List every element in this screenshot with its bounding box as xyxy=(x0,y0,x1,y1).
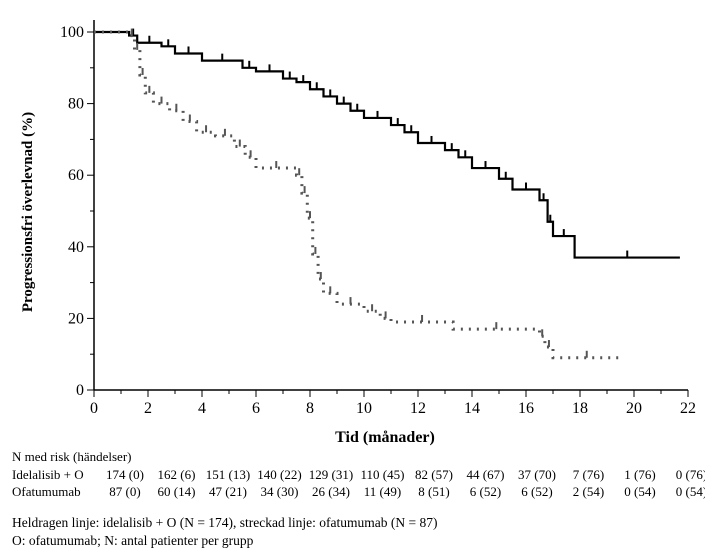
survival-curve-1 xyxy=(94,30,680,259)
x-tick-label: 0 xyxy=(90,400,98,417)
x-tick-label: 22 xyxy=(680,400,696,417)
risk-row-label: Idelalisib + O xyxy=(12,467,84,482)
y-tick-label: 80 xyxy=(68,96,84,113)
risk-cell: 26 (34) xyxy=(312,484,350,499)
y-tick-label: 60 xyxy=(68,167,84,184)
risk-cell: 11 (49) xyxy=(363,484,402,499)
risk-cell: 129 (31) xyxy=(308,467,354,482)
x-tick-label: 10 xyxy=(356,400,372,417)
x-tick-label: 6 xyxy=(252,400,260,417)
risk-cell: 174 (0) xyxy=(106,467,144,482)
y-tick-label: 20 xyxy=(68,310,84,327)
note-line-2: O: ofatumumab; N: antal patienter per gr… xyxy=(12,533,254,548)
survival-curve-2 xyxy=(94,30,621,360)
km-chart: 0 2 4 6 8 10 12 14 16 18 20 22 0 20 40 60 80 100 Progress… xyxy=(20,20,696,446)
x-axis-label: Tid (månader) xyxy=(335,429,435,446)
risk-cell: 37 (70) xyxy=(518,467,556,482)
risk-cell: 6 (52) xyxy=(469,484,502,499)
risk-cell: 151 (13) xyxy=(205,467,251,482)
x-tick-label: 8 xyxy=(306,400,314,417)
y-axis-label: Progressionsfri överlevnad (%) xyxy=(20,112,36,312)
x-tick-label: 14 xyxy=(464,400,480,417)
risk-cell: 6 (52) xyxy=(521,484,553,499)
x-tick-label: 12 xyxy=(410,400,426,417)
x-tick-label: 16 xyxy=(518,400,534,417)
risk-cell: 8 (51) xyxy=(418,484,450,499)
risk-cell: 44 (67) xyxy=(466,467,505,482)
risk-cell: 34 (30) xyxy=(260,484,299,499)
x-tick-label: 20 xyxy=(626,400,642,417)
risk-cell: 87 (0) xyxy=(109,484,141,499)
risk-cell: 60 (14) xyxy=(157,484,196,499)
y-tick-label: 0 xyxy=(76,382,84,399)
x-tick-label: 2 xyxy=(144,400,152,417)
risk-cell: 82 (57) xyxy=(415,467,453,482)
risk-cell: 162 (6) xyxy=(157,467,196,482)
note-line-1: Heldragen linje: idelalisib + O (N = 174… xyxy=(12,515,438,530)
y-tick-label: 40 xyxy=(68,239,84,256)
risk-cell: 0 (54) xyxy=(624,484,656,499)
risk-cell: 0 (54) xyxy=(675,484,705,499)
risk-cell: 140 (22) xyxy=(257,467,302,482)
risk-cell: 47 (21) xyxy=(209,484,247,499)
risk-cell: 110 (45) xyxy=(360,467,405,482)
y-tick-label: 100 xyxy=(60,24,84,41)
risk-cell: 1 (76) xyxy=(624,467,656,482)
x-tick-label: 18 xyxy=(572,400,588,417)
risk-cell: 2 (54) xyxy=(572,484,605,499)
risk-cell: 7 (76) xyxy=(572,467,605,482)
x-tick-label: 4 xyxy=(198,400,206,417)
risk-cell: 0 (76) xyxy=(675,467,705,482)
risk-table-title: N med risk (händelser) xyxy=(12,449,132,464)
risk-row-label: Ofatumumab xyxy=(12,484,81,499)
